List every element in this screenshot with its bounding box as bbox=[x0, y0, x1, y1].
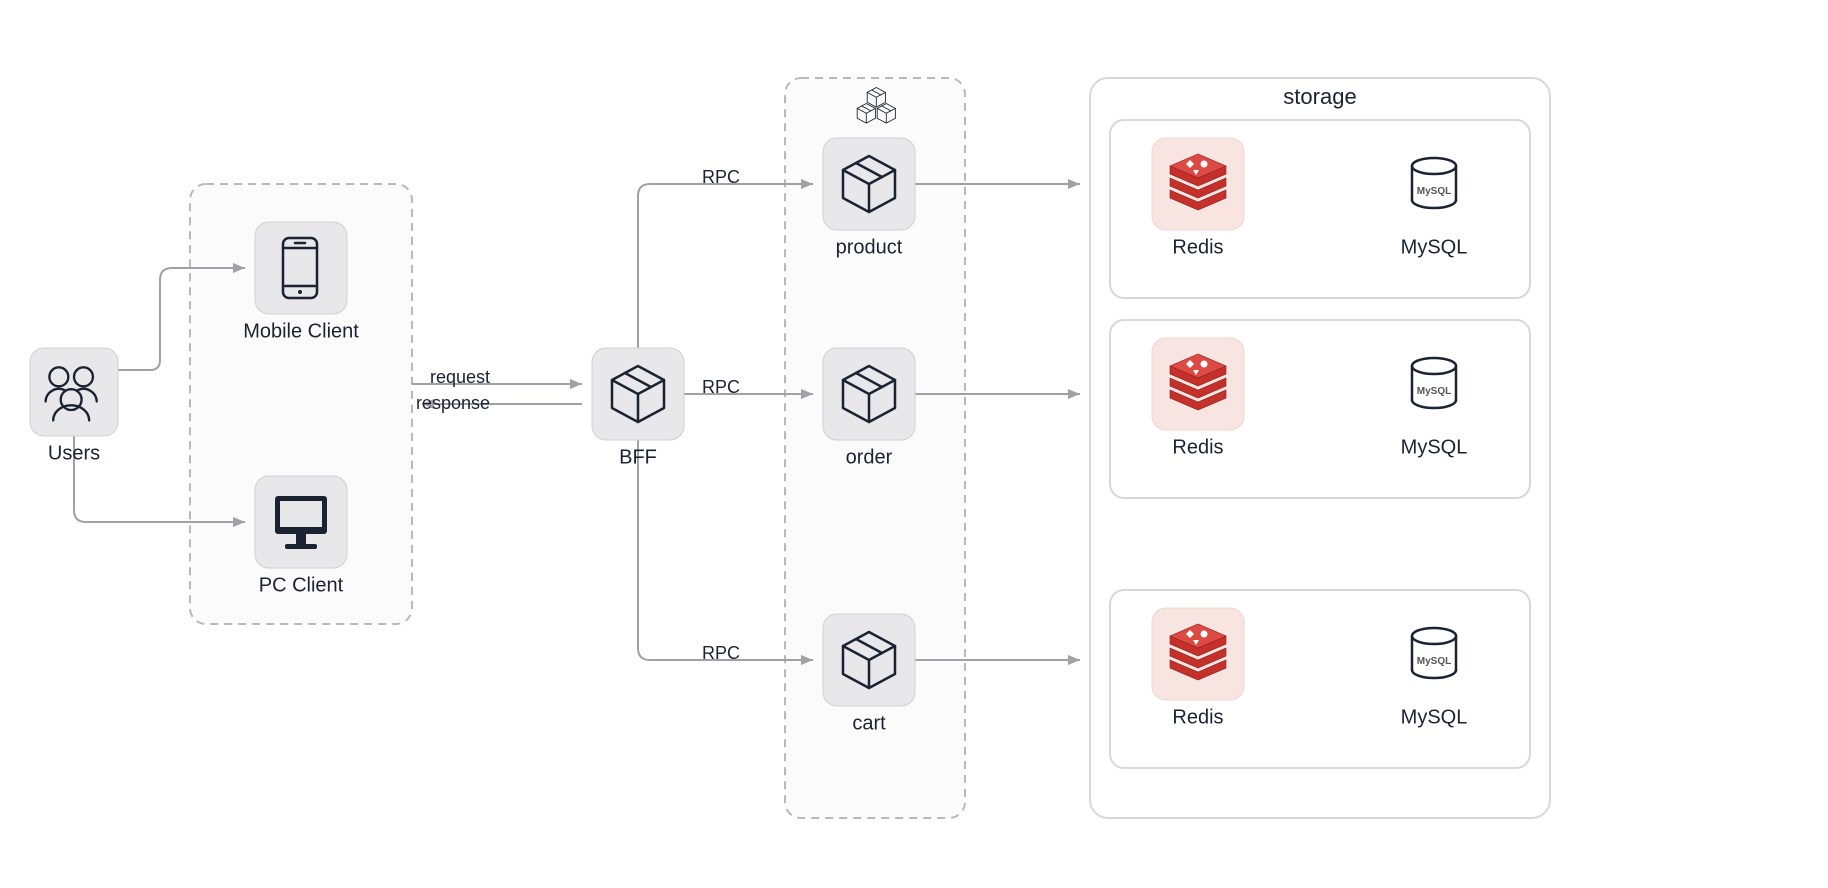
node-label-redis1: Redis bbox=[1172, 237, 1223, 259]
node-label-mobile: Mobile Client bbox=[243, 321, 359, 343]
edge-label-clients-bff-req: request bbox=[430, 367, 490, 387]
node-label-redis2: Redis bbox=[1172, 437, 1223, 459]
edge-label-bff-cart: RPC bbox=[702, 643, 740, 663]
arrowhead-cart-storage bbox=[1068, 655, 1080, 665]
node-mobile: Mobile Client bbox=[243, 222, 359, 343]
arrowhead-product-storage bbox=[1068, 179, 1080, 189]
architecture-diagram: MySQL storage request response RPC RPC RPC U… bbox=[0, 0, 1828, 888]
node-label-redis3: Redis bbox=[1172, 707, 1223, 729]
node-pc: PC Client bbox=[255, 476, 347, 597]
edge-label-bff-product: RPC bbox=[702, 167, 740, 187]
node-product: product bbox=[823, 138, 915, 259]
node-label-bff: BFF bbox=[619, 447, 657, 469]
edge-label-bff-clients-res: response bbox=[416, 393, 490, 413]
node-bff: BFF bbox=[592, 348, 684, 469]
node-label-pc: PC Client bbox=[259, 575, 344, 597]
node-label-users: Users bbox=[48, 443, 100, 465]
edge-label-bff-order: RPC bbox=[702, 377, 740, 397]
node-label-order: order bbox=[846, 447, 893, 469]
node-label-mysql2: MySQL bbox=[1401, 437, 1468, 459]
node-label-mysql3: MySQL bbox=[1401, 707, 1468, 729]
node-users: Users bbox=[30, 348, 118, 465]
arrowhead-order-storage bbox=[1068, 389, 1080, 399]
node-label-cart: cart bbox=[852, 713, 886, 735]
node-label-product: product bbox=[836, 237, 903, 259]
node-label-mysql1: MySQL bbox=[1401, 237, 1468, 259]
node-box-mobile bbox=[255, 222, 347, 314]
node-box-users bbox=[30, 348, 118, 436]
storage-group-title: storage bbox=[1283, 84, 1356, 109]
arrowhead-clients-bff-req bbox=[570, 379, 582, 389]
